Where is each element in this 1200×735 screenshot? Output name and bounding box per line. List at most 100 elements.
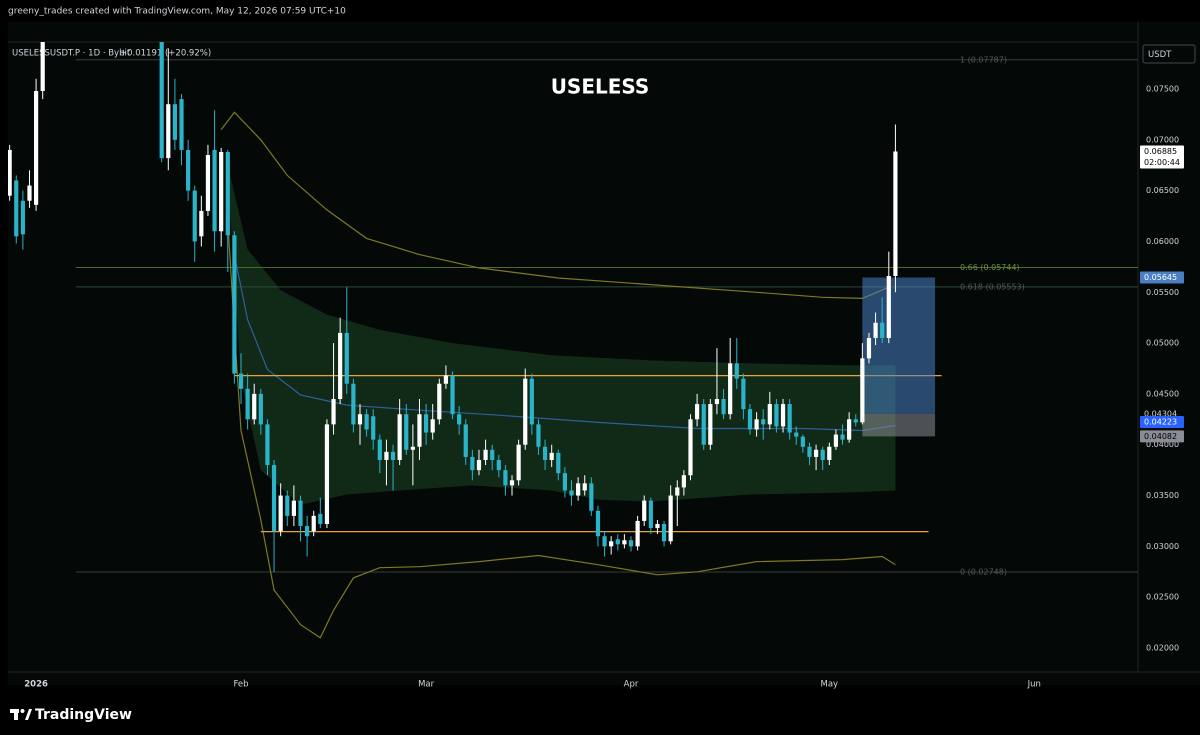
logo-dot	[20, 709, 25, 713]
candle-body	[728, 363, 733, 415]
position-profit	[862, 277, 936, 414]
candle-body	[437, 383, 442, 420]
entry-badge: 0.04304	[1144, 409, 1177, 418]
y-tick-label: 0.06000	[1146, 237, 1179, 246]
candle-body	[371, 416, 376, 440]
y-tick-label: 0.03000	[1146, 542, 1179, 551]
chart-area	[8, 22, 1200, 685]
x-tick-label: Apr	[624, 680, 639, 690]
candle-body	[774, 404, 779, 427]
candle-body	[688, 419, 693, 476]
candle-body	[8, 149, 12, 196]
candle-body	[701, 404, 706, 445]
candle-body	[873, 322, 878, 338]
currency-button[interactable]	[1142, 44, 1196, 64]
candle-body	[33, 90, 39, 205]
candle-body	[840, 434, 845, 440]
y-tick-label: 0.04000	[1146, 440, 1179, 449]
candle-body	[622, 540, 627, 545]
candle-body	[417, 414, 422, 447]
candle-body	[410, 446, 415, 450]
candle-body	[311, 515, 316, 532]
candle-body	[714, 398, 720, 405]
candle-body	[271, 465, 277, 532]
candle-body	[351, 383, 356, 425]
candle-body	[40, 42, 45, 91]
candle-body	[721, 398, 726, 415]
candle-body	[172, 104, 178, 140]
candle-body	[305, 526, 310, 537]
y-tick-label: 0.06500	[1146, 186, 1179, 195]
stop-badge: 0.04082	[1144, 432, 1177, 441]
ma-badge-bg	[1140, 416, 1184, 429]
candle-body	[423, 414, 429, 433]
candle-body	[159, 42, 164, 159]
symbol-info: USELESSUSDT.P · 1D · Bybit	[12, 49, 131, 59]
currency-label[interactable]: USDT	[1148, 50, 1172, 60]
candle-body	[866, 337, 872, 359]
x-tick-label: 2026	[24, 680, 48, 690]
plot: 1 (0.07787) 0.66 (0.05744) 0.618 (0.05553)…	[8, 42, 1138, 639]
candle-body	[542, 446, 548, 460]
fib-label: 0 (0.02748)	[960, 567, 1007, 576]
candle-body	[298, 500, 303, 527]
candle-body	[787, 404, 792, 433]
candle-body	[258, 393, 263, 425]
candle-body	[166, 104, 171, 159]
candle-body	[179, 99, 184, 150]
candle-body	[562, 473, 568, 491]
candle-body	[741, 378, 746, 410]
candle-body	[245, 388, 250, 420]
candle-body	[219, 151, 224, 232]
candle-body	[291, 500, 296, 516]
candle-body	[496, 459, 501, 471]
candle-body	[503, 470, 508, 486]
candle-body	[675, 487, 680, 496]
footer-brand: TradingView	[35, 707, 132, 723]
candle-body	[470, 456, 475, 471]
candle-body	[404, 414, 409, 450]
y-tick-label: 0.02500	[1146, 593, 1179, 602]
candle-body	[324, 424, 330, 525]
candle-body	[668, 495, 673, 542]
candle-body	[595, 510, 601, 537]
candle-body	[609, 541, 614, 547]
target-badge: 0.05645	[1144, 273, 1177, 282]
target-badge-bg	[1140, 271, 1184, 284]
candle-body	[642, 500, 647, 521]
candle-body	[331, 398, 336, 425]
candle-body	[827, 446, 832, 460]
candle-body	[490, 449, 495, 460]
candle-body	[463, 424, 468, 457]
candle-body	[602, 536, 607, 547]
candle-body	[695, 404, 700, 420]
fib-label: 0.618 (0.05553)	[960, 282, 1025, 291]
last-price: 0.06885	[1144, 147, 1177, 156]
candle-body	[648, 500, 653, 529]
candle-body	[199, 210, 204, 237]
candle-body	[807, 446, 812, 457]
candle-body	[457, 414, 462, 425]
candle-body	[529, 378, 534, 425]
x-tick-label: Jun	[1027, 680, 1041, 690]
countdown: 02:00:44	[1144, 158, 1180, 167]
ma-badge: 0.04223	[1144, 418, 1177, 427]
candle-body	[20, 200, 25, 235]
candle-body	[384, 451, 389, 460]
candle-body	[853, 419, 858, 423]
candle-body	[232, 235, 237, 374]
candle-body	[893, 151, 898, 276]
candle-body	[344, 332, 349, 384]
candle-body	[761, 419, 766, 425]
candle-body	[628, 540, 634, 547]
candle-body	[754, 419, 759, 430]
candle-body	[582, 483, 587, 491]
candle-body	[238, 373, 244, 389]
candle-body	[357, 414, 363, 425]
y-tick-label: 0.07000	[1146, 135, 1179, 144]
candle-body	[800, 436, 805, 447]
y-tick-label: 0.05000	[1146, 339, 1179, 348]
change-info: +0.01191 (+20.92%)	[120, 49, 211, 59]
candle-body	[338, 332, 343, 399]
